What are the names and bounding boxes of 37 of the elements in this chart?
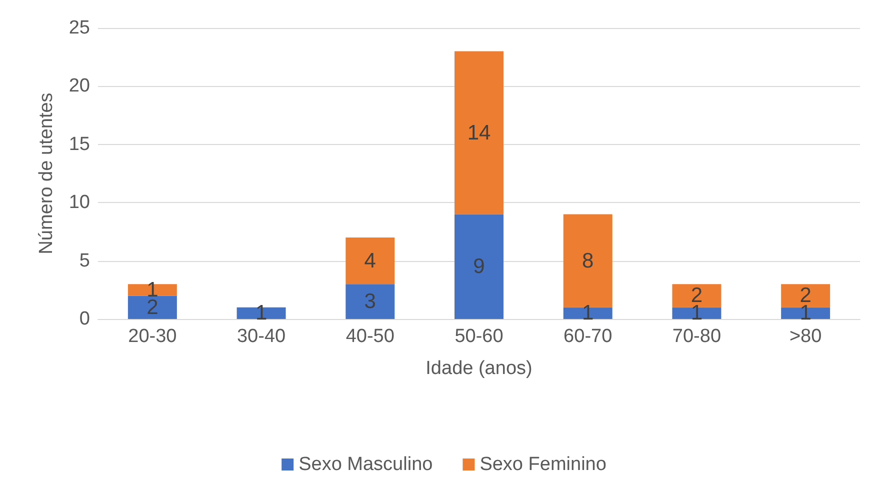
- x-tick-label: >80: [789, 326, 822, 347]
- y-tick-label: 20: [68, 76, 90, 97]
- bar: [346, 284, 395, 319]
- bar: [128, 296, 177, 319]
- bar: [563, 307, 612, 319]
- x-tick-label: 70-80: [672, 326, 722, 347]
- bar: [236, 307, 286, 319]
- y-tick-label: 0: [79, 308, 90, 330]
- x-tick-label: 30-40: [236, 326, 286, 347]
- bar: [781, 307, 830, 319]
- data-label: 14: [467, 121, 491, 144]
- y-axis-title: Número de utentes: [36, 92, 57, 254]
- data-label: 9: [473, 255, 485, 278]
- bar: [672, 307, 722, 319]
- y-tick-label: 15: [68, 134, 90, 155]
- bar: [454, 214, 504, 319]
- x-tick-label: 60-70: [564, 326, 612, 347]
- data-label: 1: [255, 302, 268, 325]
- data-label: 1: [800, 302, 812, 325]
- y-tick-label: 25: [68, 18, 90, 38]
- x-axis-title: Idade (anos): [426, 358, 532, 379]
- bar: [128, 284, 177, 296]
- legend-label: Sexo Feminino: [480, 454, 606, 475]
- bar: [346, 238, 395, 284]
- data-label: 1: [690, 302, 703, 325]
- data-label: 1: [582, 302, 594, 325]
- data-label: 4: [364, 249, 376, 272]
- data-label: 2: [146, 296, 158, 319]
- x-tick-label: 40-50: [346, 326, 394, 347]
- y-tick-label: 5: [79, 250, 90, 272]
- bar: [454, 51, 504, 214]
- x-tick-label: 50-60: [454, 326, 504, 347]
- x-tick-label: 20-30: [128, 326, 177, 347]
- y-tick-label: 10: [68, 192, 90, 214]
- legend-label: Sexo Masculino: [298, 454, 433, 475]
- data-label: 8: [582, 249, 594, 272]
- data-label: 3: [364, 290, 376, 314]
